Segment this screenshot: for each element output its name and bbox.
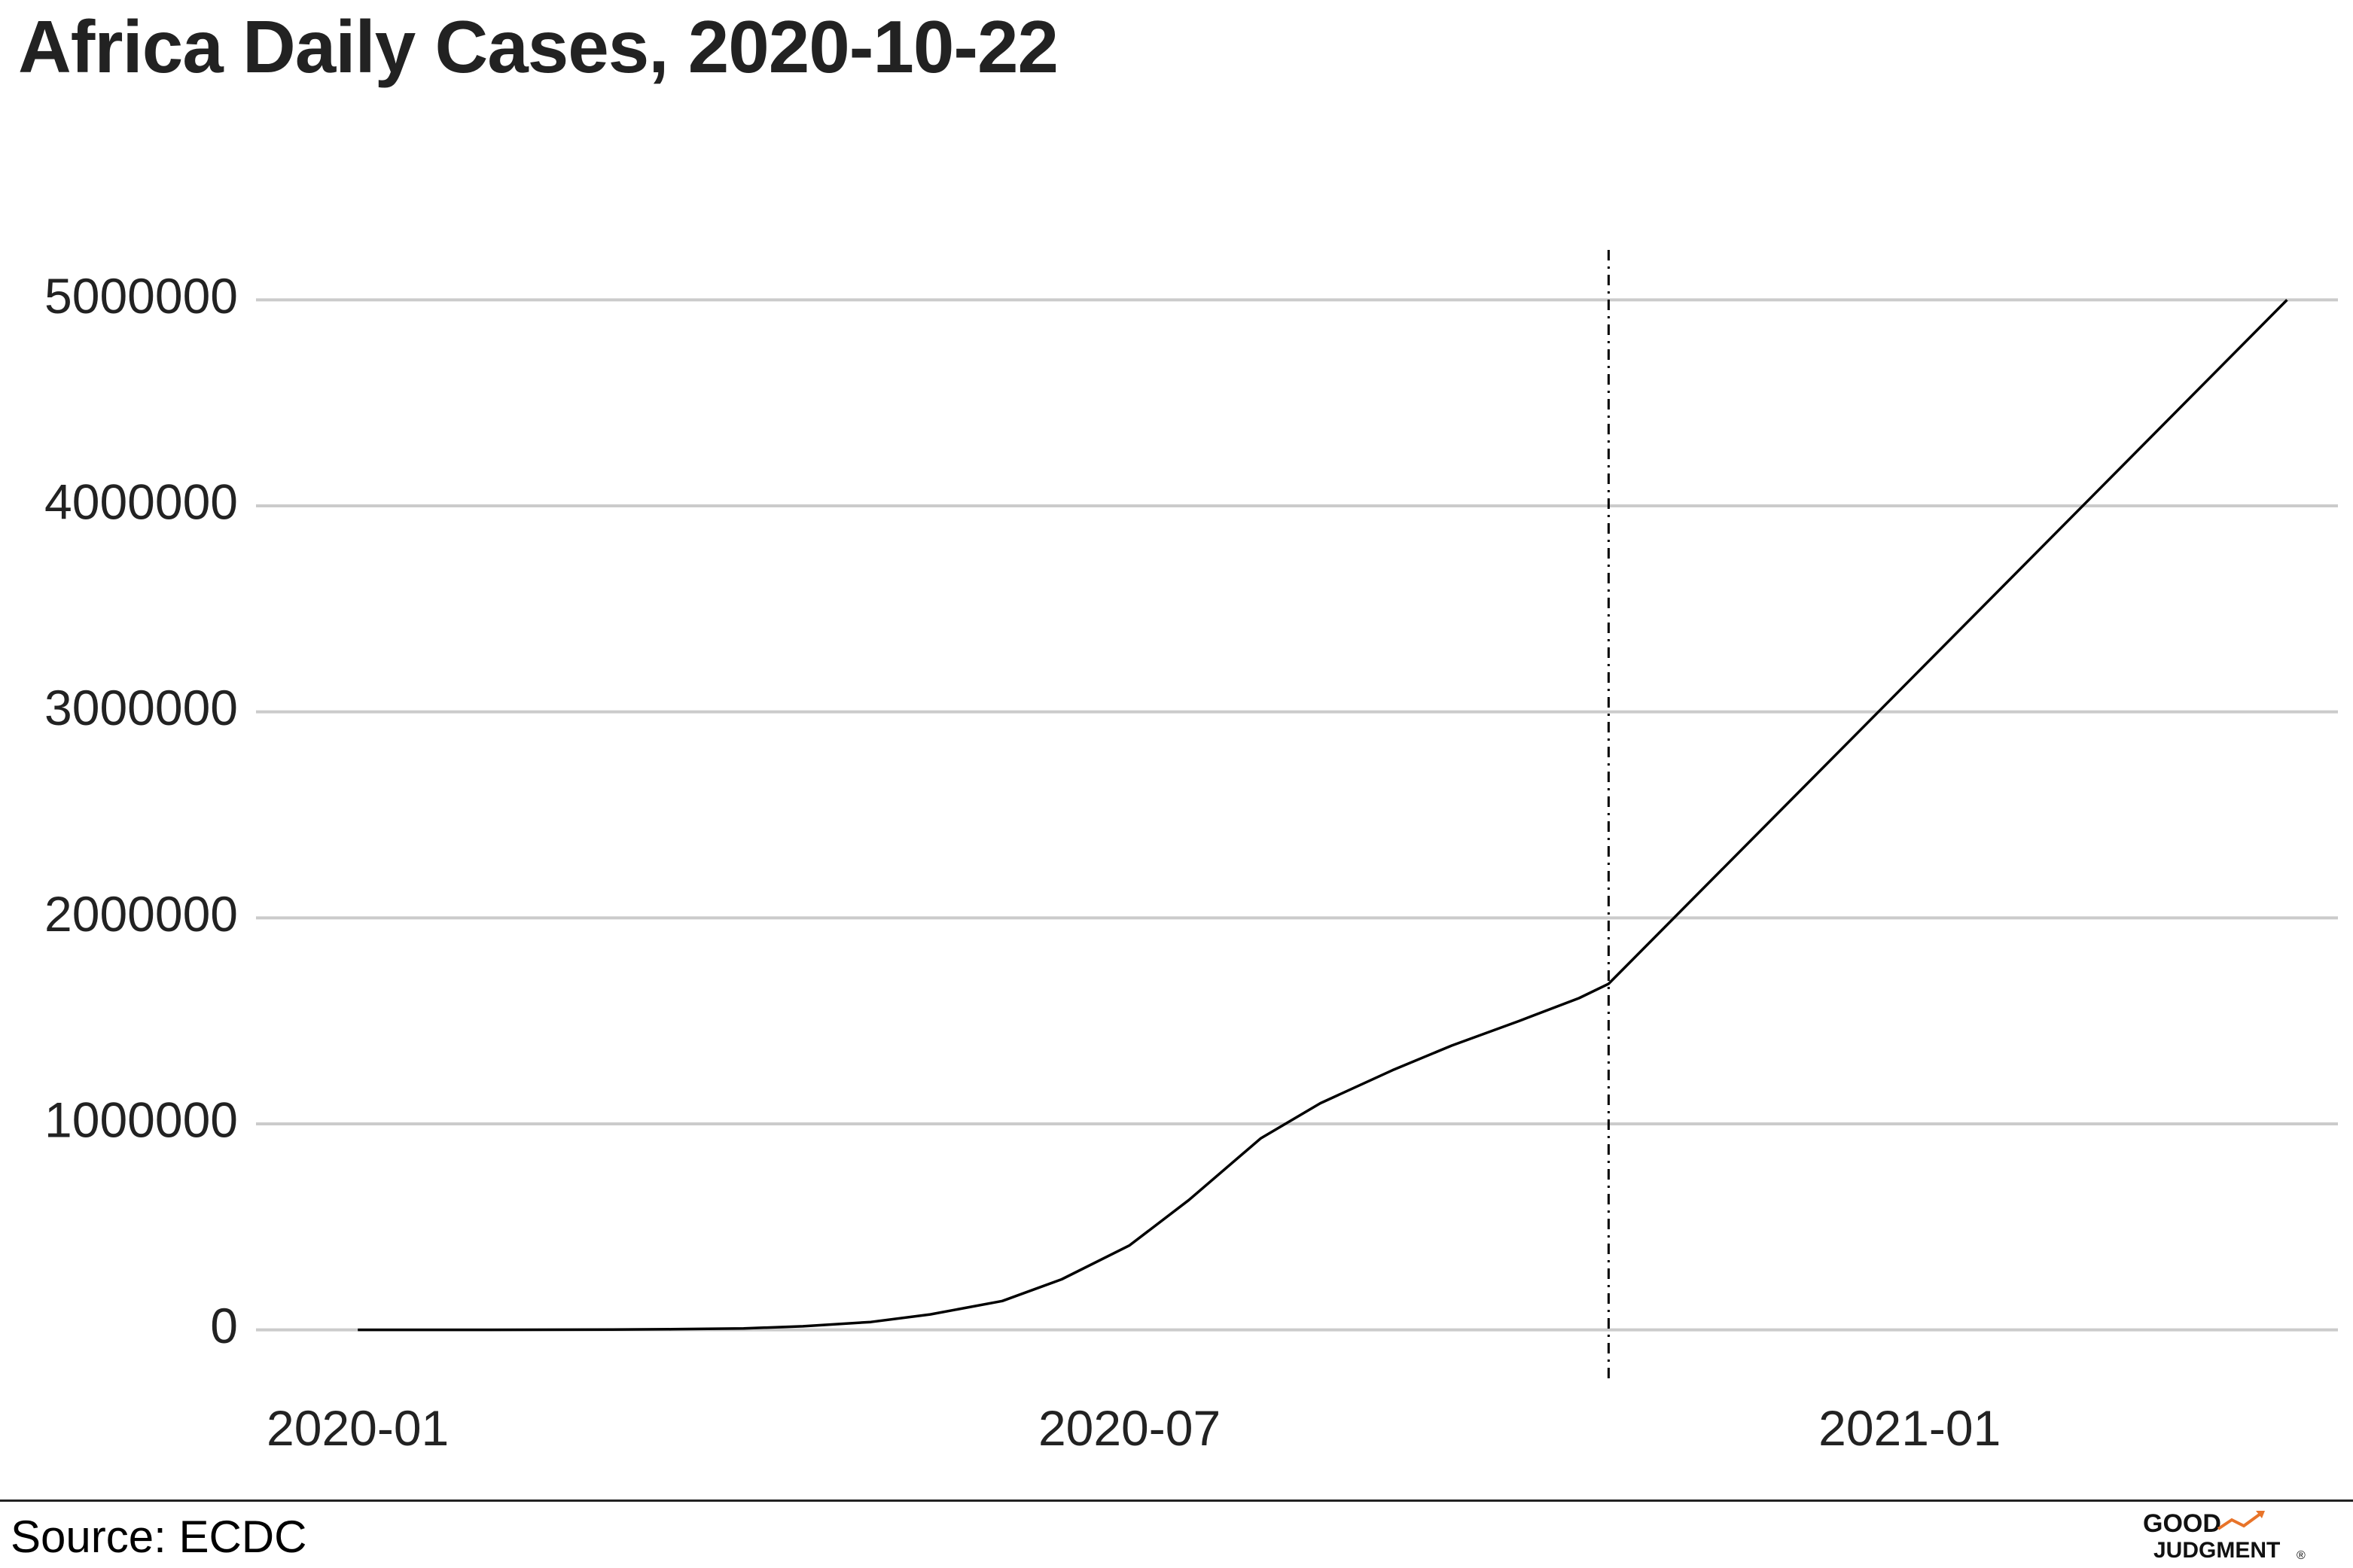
y-axis-ticks: 0 1000000 2000000 3000000 4000000 5000000: [44, 268, 238, 1353]
chart-title: Africa Daily Cases, 2020-10-22: [18, 5, 1059, 88]
x-axis-ticks: 2020-01 2020-07 2021-01: [267, 1400, 2001, 1456]
x-tick-label: 2021-01: [1818, 1400, 2001, 1456]
y-tick-label: 1000000: [44, 1092, 238, 1147]
svg-text:GOOD: GOOD: [2143, 1509, 2221, 1538]
svg-text:®: ®: [2297, 1549, 2306, 1562]
good-judgment-logo: GOOD JUDGMENT ®: [2143, 1509, 2306, 1562]
y-tick-label: 3000000: [44, 680, 238, 735]
gridlines: [256, 298, 2338, 1332]
y-tick-label: 5000000: [44, 268, 238, 324]
x-tick-label: 2020-07: [1038, 1400, 1221, 1456]
y-tick-label: 4000000: [44, 473, 238, 529]
series-line-cumulative-cases: [358, 299, 2288, 1332]
line-chart: 0 1000000 2000000 3000000 4000000 5000000 202…: [44, 250, 2338, 1456]
series-layer: [358, 299, 2288, 1332]
footer-divider: [0, 1499, 2353, 1502]
y-tick-label: 0: [210, 1298, 238, 1353]
y-tick-label: 2000000: [44, 886, 238, 942]
svg-text:JUDGMENT: JUDGMENT: [2153, 1538, 2280, 1562]
source-note: Source: ECDC: [11, 1512, 307, 1562]
x-tick-label: 2020-01: [267, 1400, 449, 1456]
